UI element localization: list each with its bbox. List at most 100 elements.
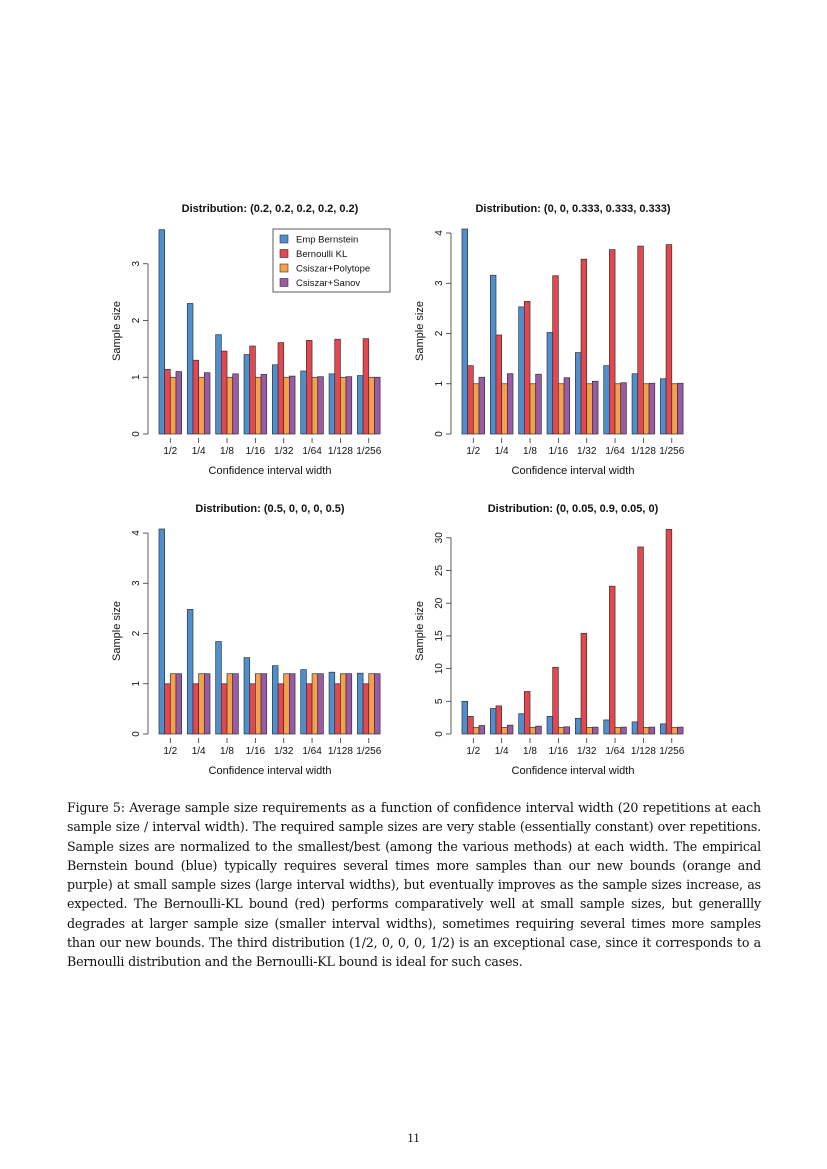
x-tick-label: 1/256 [659,746,684,757]
bar-bernoulli-kl-1-8 [220,683,228,735]
bar-bernoulli-kl-1-128 [637,245,644,435]
bar-csiszar-polytope-1-128 [340,376,347,435]
bar-csiszar-polytope-1-32 [586,727,593,735]
y-tick-label: 15 [434,630,445,642]
bar-emp-bernstein-1-16 [546,715,554,735]
bar-csiszar-sanov-1-8 [232,373,239,435]
bar-bernoulli-kl-1-8 [220,350,228,435]
bar-csiszar-sanov-1-16 [260,374,268,435]
bar-emp-bernstein-1-4 [489,274,497,435]
x-tick-label: 1/4 [192,746,206,757]
legend-label: Csiszar+Polytope [296,264,370,275]
bar-csiszar-sanov-1-4 [203,372,211,435]
bar-csiszar-polytope-1-4 [501,727,508,735]
x-axis-label: Confidence interval width [512,765,635,777]
chart-title: Distribution: (0.2, 0.2, 0.2, 0.2, 0.2) [182,203,359,215]
bar-csiszar-polytope-1-8 [226,376,234,435]
bar-csiszar-sanov-1-8 [535,373,542,435]
bar-csiszar-sanov-1-2 [478,376,486,435]
bar-bernoulli-kl-1-4 [495,705,503,735]
x-tick-label: 1/2 [466,446,480,457]
bar-csiszar-polytope-1-256 [368,673,375,735]
x-tick-label: 1/32 [577,746,597,757]
legend-swatch [279,234,289,244]
bar-csiszar-sanov-1-32 [592,726,599,735]
y-tick-label: 0 [434,731,445,737]
y-tick-label: 0 [131,431,142,437]
x-tick-label: 1/8 [220,746,234,757]
bar-emp-bernstein-1-256 [357,375,364,435]
x-tick-label: 1/2 [466,746,480,757]
x-tick-label: 1/128 [328,746,353,757]
bar-csiszar-sanov-1-64 [317,673,324,735]
y-axis-label: Sample size [111,301,123,361]
bar-bernoulli-kl-1-4 [192,359,200,435]
bar-bernoulli-kl-1-64 [306,683,313,735]
x-tick-label: 1/64 [302,746,322,757]
y-axis-label: Sample size [414,301,426,361]
x-tick-label: 1/2 [163,446,177,457]
bar-csiszar-polytope-1-4 [501,383,508,435]
bar-csiszar-polytope-1-8 [529,383,537,435]
y-tick-label: 2 [131,317,142,323]
bar-bernoulli-kl-1-64 [306,340,313,435]
bar-emp-bernstein-1-4 [489,708,497,735]
bar-csiszar-polytope-1-64 [614,383,622,435]
bar-csiszar-sanov-1-32 [289,375,296,435]
bar-bernoulli-kl-1-64 [609,585,616,735]
bar-bernoulli-kl-1-4 [495,334,503,435]
chart-title: Distribution: (0, 0.05, 0.9, 0.05, 0) [488,503,659,515]
bar-csiszar-sanov-1-64 [620,382,627,435]
bar-emp-bernstein-1-32 [575,352,582,435]
y-tick-label: 20 [434,597,445,609]
bar-emp-bernstein-1-64 [300,669,307,735]
bar-emp-bernstein-1-2 [461,700,468,735]
x-tick-label: 1/2 [163,746,177,757]
x-tick-label: 1/64 [302,446,322,457]
bar-csiszar-polytope-1-32 [586,383,593,435]
bar-csiszar-polytope-1-16 [255,376,262,435]
y-axis-label: Sample size [414,601,426,661]
bar-chart-1: Distribution: (0.2, 0.2, 0.2, 0.2, 0.2) 0… [111,203,391,477]
chart-panel-3: Distribution: (0.5, 0, 0, 0, 0.5) 0 1 2 3 4 Sa… [100,495,405,795]
x-tick-label: 1/32 [577,446,597,457]
bar-csiszar-sanov-1-32 [592,380,599,435]
x-tick-label: 1/16 [246,446,266,457]
bar-bernoulli-kl-1-128 [637,546,644,735]
bar-csiszar-polytope-1-2 [169,673,177,735]
bar-emp-bernstein-1-8 [215,641,222,735]
bar-csiszar-sanov-1-128 [648,382,656,435]
bar-bernoulli-kl-1-8 [523,301,531,435]
bar-emp-bernstein-1-128 [328,671,336,735]
bar-bernoulli-kl-1-32 [277,342,285,435]
legend-box [272,228,391,293]
y-tick-label: 3 [434,280,445,286]
y-tick-label: 1 [131,374,142,380]
bar-bernoulli-kl-1-2 [164,683,171,735]
y-tick-label: 0 [131,731,142,737]
bar-csiszar-sanov-1-64 [317,376,324,435]
bar-bernoulli-kl-1-16 [249,345,256,435]
bar-bernoulli-kl-1-32 [580,632,588,735]
bar-emp-bernstein-1-64 [603,365,610,435]
x-tick-label: 1/4 [192,446,206,457]
bar-csiszar-sanov-1-256 [374,376,381,435]
bar-csiszar-polytope-1-64 [614,727,622,735]
x-tick-label: 1/4 [495,746,509,757]
bar-emp-bernstein-1-16 [243,657,251,735]
page-number: 11 [407,1130,420,1145]
bar-bernoulli-kl-1-16 [249,683,256,735]
bar-csiszar-polytope-1-128 [643,727,650,735]
bar-emp-bernstein-1-16 [243,354,251,435]
chart-title: Distribution: (0.5, 0, 0, 0, 0.5) [195,503,344,515]
bar-csiszar-polytope-1-4 [198,673,205,735]
bar-csiszar-sanov-1-2 [175,673,183,735]
bar-emp-bernstein-1-2 [158,528,165,735]
bar-bernoulli-kl-1-128 [334,338,341,435]
bar-csiszar-sanov-1-256 [677,382,684,435]
bar-bernoulli-kl-1-64 [609,249,616,435]
y-tick-label: 0 [434,431,445,437]
y-axis-label: Sample size [111,601,123,661]
bar-chart-4: Distribution: (0, 0.05, 0.9, 0.05, 0) 0 5 1… [414,503,685,777]
bar-csiszar-sanov-1-2 [175,371,183,435]
